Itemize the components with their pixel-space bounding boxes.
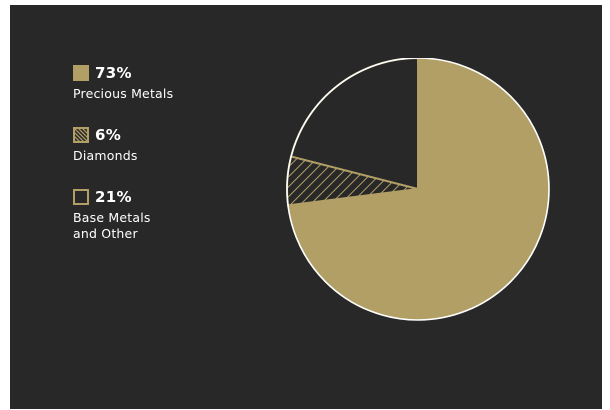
legend-label: Diamonds bbox=[73, 148, 138, 163]
legend-swatch-solid bbox=[73, 65, 89, 81]
legend-swatch-hatched bbox=[73, 127, 89, 143]
legend-value: 21% bbox=[95, 188, 132, 206]
legend-label: Base Metals and Other bbox=[73, 210, 151, 241]
pie-outline bbox=[286, 58, 550, 321]
legend-value: 6% bbox=[95, 126, 122, 144]
legend-item-diamonds: 6% Diamonds bbox=[73, 124, 138, 164]
legend-item-precious-metals: 73% Precious Metals bbox=[73, 62, 173, 102]
legend-label: Precious Metals bbox=[73, 86, 174, 101]
pie-chart bbox=[285, 58, 550, 321]
legend-item-base-metals: 21% Base Metals and Other bbox=[73, 186, 151, 242]
legend-value: 73% bbox=[95, 64, 132, 82]
legend-swatch-outline bbox=[73, 189, 89, 205]
